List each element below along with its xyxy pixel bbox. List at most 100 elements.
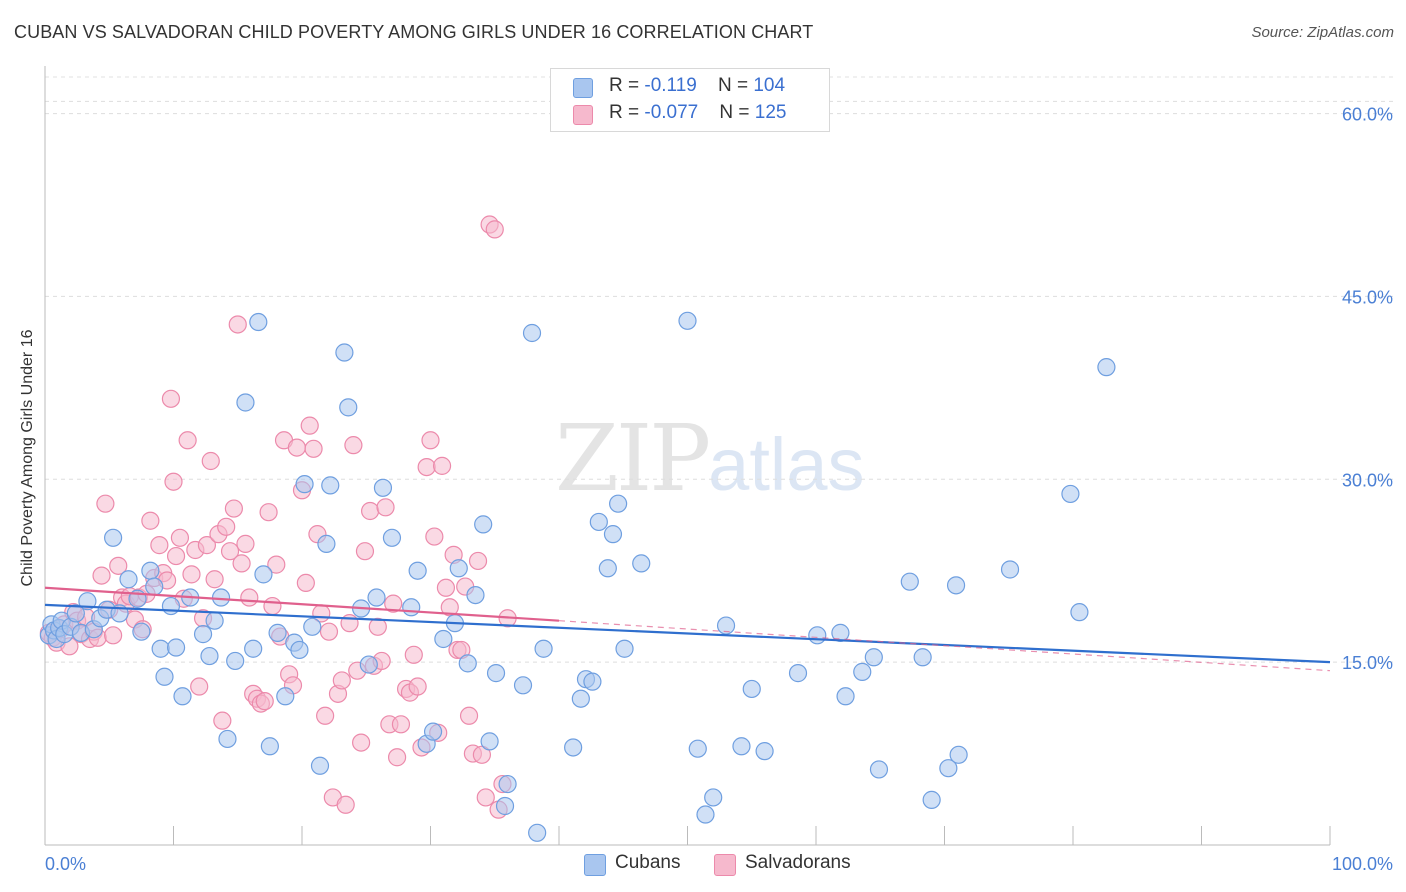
legend-n-label: N =: [719, 102, 755, 123]
data-point: [255, 692, 274, 711]
data-point: [249, 312, 268, 332]
data-point: [295, 475, 314, 494]
data-point: [688, 739, 707, 758]
data-point: [367, 588, 386, 607]
data-point: [836, 687, 855, 706]
data-point: [119, 570, 138, 589]
data-point: [267, 555, 286, 574]
data-point: [276, 687, 295, 706]
data-point: [228, 315, 247, 334]
y-tick-label: 45.0%: [1342, 287, 1393, 307]
data-point: [946, 576, 966, 595]
legend-swatch-cubans: [573, 78, 593, 98]
data-point: [193, 625, 213, 644]
correlation-legend: R = -0.119 N = 104 R = -0.077 N = 125: [550, 68, 830, 132]
data-point: [571, 689, 590, 708]
tick-labels: 15.0% 30.0% 45.0% 60.0% 0.0% 100.0%: [45, 105, 1393, 874]
data-point: [432, 456, 452, 475]
data-point: [166, 546, 186, 566]
data-point: [232, 554, 251, 573]
legend-r-value: -0.119: [644, 75, 697, 96]
data-point: [480, 732, 499, 751]
data-point: [182, 565, 201, 584]
x-tick-label: 0.0%: [45, 854, 86, 874]
trend-line: [44, 586, 560, 622]
data-point: [742, 679, 761, 699]
data-point: [598, 559, 617, 578]
data-point: [423, 722, 443, 741]
data-point: [317, 534, 336, 553]
data-point: [200, 646, 219, 666]
data-point: [304, 439, 323, 458]
data-point: [408, 677, 427, 696]
data-point: [66, 604, 85, 623]
legend-n-value: 125: [754, 102, 787, 123]
data-point: [704, 788, 723, 807]
series-label-cubans: Cubans: [615, 852, 681, 873]
data-point: [92, 566, 111, 585]
series-swatch-salvadorans: [714, 854, 736, 876]
data-point: [109, 556, 128, 575]
data-point: [678, 311, 697, 330]
data-point: [361, 501, 380, 521]
data-point: [296, 573, 315, 593]
data-point: [513, 676, 533, 695]
data-point: [290, 640, 309, 660]
series-legend: Cubans Salvadorans: [0, 852, 1406, 878]
data-point: [498, 774, 517, 794]
data-point: [259, 503, 278, 522]
y-tick-label: 60.0%: [1342, 105, 1393, 125]
series-label-salvadorans: Salvadorans: [745, 852, 851, 873]
data-point: [240, 588, 259, 607]
data-point: [564, 738, 583, 757]
grid-lines: [45, 76, 1395, 663]
data-point: [178, 431, 197, 450]
data-point: [382, 528, 402, 547]
data-point: [864, 648, 883, 667]
data-point: [474, 515, 493, 534]
trend-lines: [44, 586, 1331, 672]
axes: [44, 66, 1331, 846]
legend-swatch-salvadorans: [573, 105, 593, 125]
data-point: [254, 565, 273, 584]
data-point: [534, 639, 553, 658]
legend-r-label: R =: [609, 75, 645, 96]
data-point: [716, 616, 736, 635]
data-point: [150, 536, 169, 555]
data-point: [485, 220, 504, 239]
data-point: [161, 389, 181, 408]
data-point: [205, 611, 224, 630]
data-point: [922, 790, 941, 809]
data-point: [434, 629, 453, 649]
data-point: [78, 592, 97, 611]
y-tick-label: 15.0%: [1342, 653, 1393, 673]
legend-text-cubans: R = -0.119 N = 104: [609, 75, 785, 97]
data-point: [869, 760, 889, 779]
data-point: [373, 478, 393, 497]
data-point: [449, 559, 468, 578]
data-point: [132, 622, 151, 641]
data-point: [696, 805, 715, 824]
data-point: [310, 756, 330, 775]
data-point: [408, 561, 427, 580]
data-point: [145, 577, 164, 596]
data-point: [300, 416, 319, 435]
series-swatch-cubans: [584, 854, 606, 876]
data-point: [425, 527, 444, 546]
data-point: [303, 617, 322, 636]
data-point: [263, 596, 282, 616]
data-point: [458, 654, 477, 673]
data-point: [316, 706, 335, 725]
data-point: [476, 788, 495, 807]
data-point: [211, 588, 231, 607]
data-point: [352, 733, 371, 752]
data-point: [220, 542, 240, 561]
data-point: [244, 639, 263, 658]
data-point: [853, 662, 872, 681]
data-point: [260, 737, 279, 756]
legend-n-value: 104: [753, 75, 786, 96]
data-point: [486, 664, 506, 683]
data-point: [224, 499, 243, 518]
data-point: [336, 795, 355, 814]
legend-n-label: N =: [717, 75, 754, 96]
